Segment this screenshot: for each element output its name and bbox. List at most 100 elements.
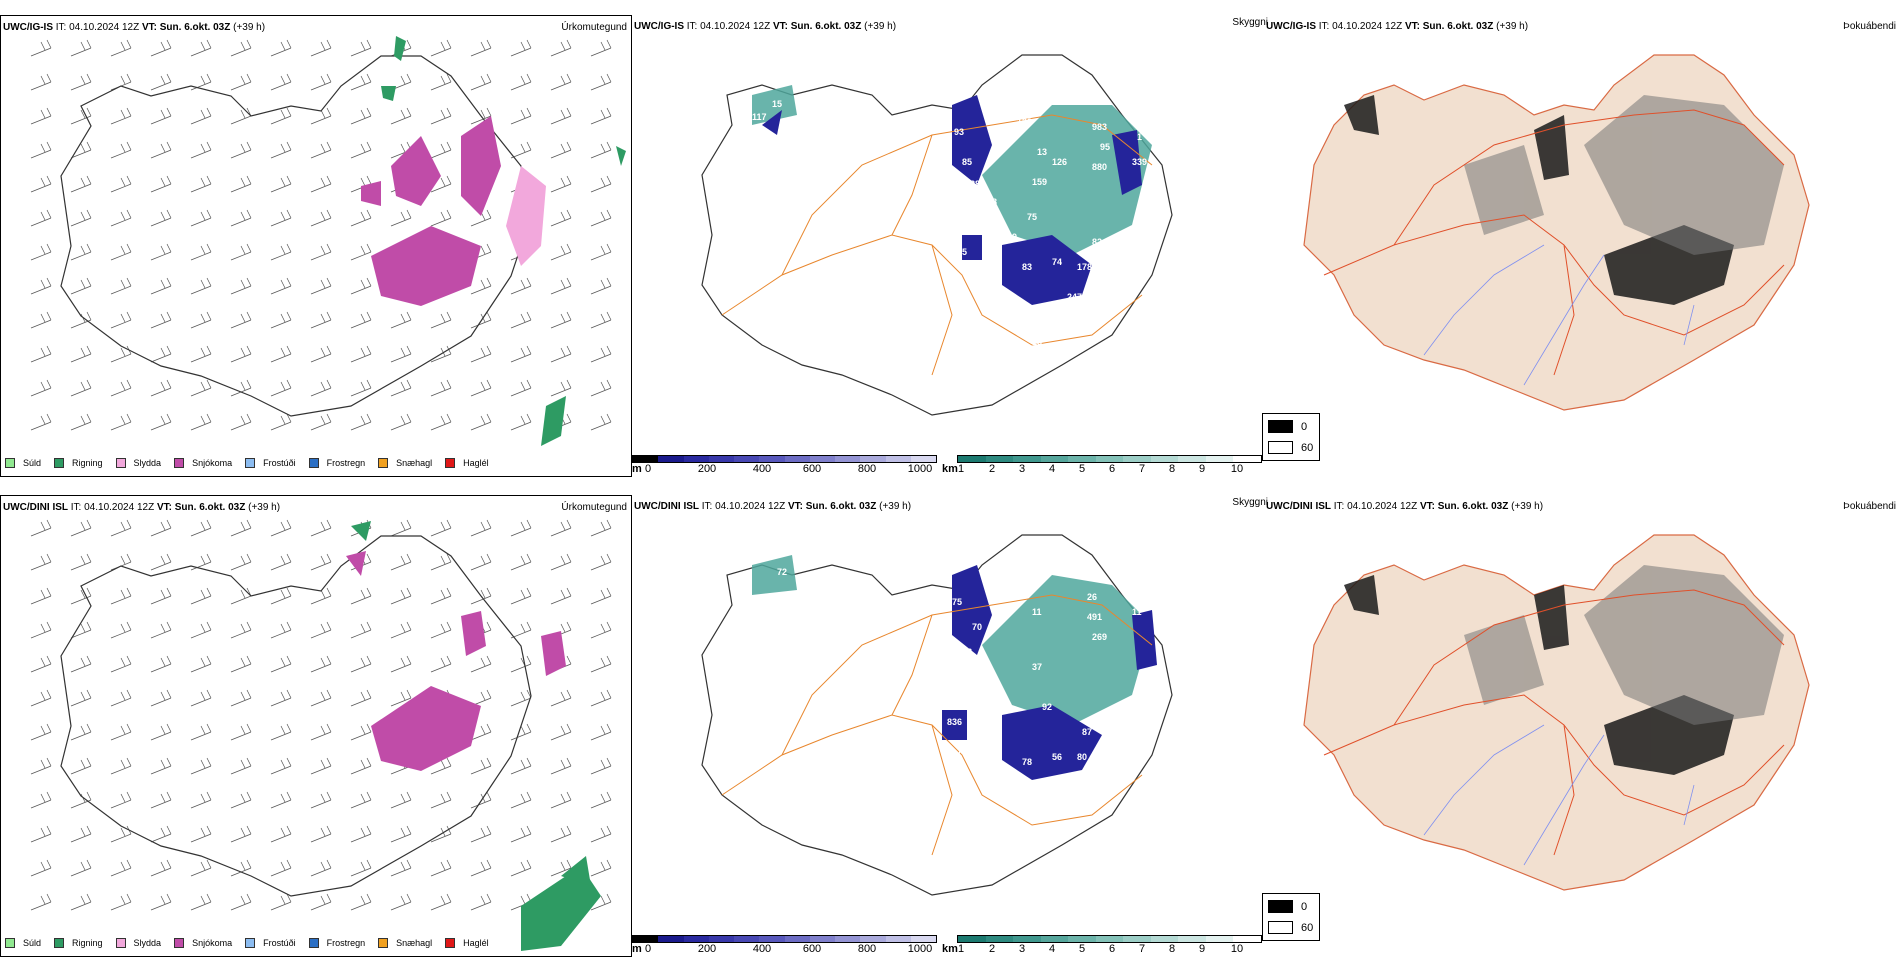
wind-barb: [190, 859, 212, 877]
wind-barb: [270, 175, 292, 193]
wind-barb: [510, 277, 532, 295]
tick-label: 6: [1108, 943, 1116, 955]
wind-barb: [310, 587, 332, 605]
legend-swatch: [308, 458, 319, 468]
wind-barb: [150, 757, 172, 775]
wind-barb: [150, 107, 172, 125]
wind-barb: [190, 39, 212, 57]
panel-title: Úrkomutegund: [561, 502, 627, 513]
tick-label: 10: [1230, 463, 1244, 475]
wind-barb: [30, 413, 52, 431]
wind-barb: [510, 107, 532, 125]
cloud-base-panel-ig: UWC/IG-IS IT: 04.10.2024 12Z VT: Sun. 6.…: [632, 15, 1268, 477]
wind-barb: [270, 791, 292, 809]
wind-barb: [550, 689, 572, 707]
tick-label: 8: [1168, 463, 1176, 475]
wind-barb: [230, 655, 252, 673]
wind-barb: [350, 825, 372, 843]
wind-barb: [550, 757, 572, 775]
wind-barb: [350, 107, 372, 125]
legend-swatch: [174, 458, 185, 468]
wind-barb: [430, 859, 452, 877]
legend-swatch: [378, 458, 389, 468]
wind-barb: [150, 723, 172, 741]
legend-item-freezing-drizzle: Frostúði: [245, 938, 296, 948]
cloud-base-value: 138: [1017, 117, 1032, 127]
wind-barb: [350, 723, 372, 741]
rivers: [1423, 244, 1695, 386]
wind-barb: [270, 73, 292, 91]
wind-barb: [390, 345, 412, 363]
wind-barb: [310, 209, 332, 227]
wind-barb: [190, 277, 212, 295]
wind-barb: [30, 621, 52, 639]
wind-barb: [150, 519, 172, 537]
cloud-base-value: 491: [1087, 612, 1102, 622]
wind-barb: [470, 825, 492, 843]
tick-label: 0: [644, 943, 652, 955]
cloud-base-value: 70: [972, 622, 982, 632]
wind-barb: [110, 519, 132, 537]
panel-header: UWC/DINI ISL IT: 04.10.2024 12Z VT: Sun.…: [1266, 501, 1544, 512]
wind-barb: [350, 311, 372, 329]
cloud-base-value: 13: [837, 752, 847, 762]
wind-barb: [510, 655, 532, 673]
wind-barb: [190, 825, 212, 843]
wind-barb: [230, 723, 252, 741]
wind-barb: [230, 39, 252, 57]
wind-barb: [110, 175, 132, 193]
roads: [721, 114, 1153, 376]
wind-barb: [590, 107, 612, 125]
legend-item-snow-pellets: Snæhagl: [378, 458, 432, 468]
rain-areas: [381, 36, 626, 446]
wind-barb: [230, 553, 252, 571]
wind-barb: [590, 243, 612, 261]
wind-barb: [70, 311, 92, 329]
wind-barb: [350, 379, 372, 397]
wind-barb: [350, 791, 372, 809]
wind-barb: [590, 621, 612, 639]
wind-barb: [150, 243, 172, 261]
wind-barb: [550, 345, 572, 363]
cloud-base-value: 82: [1092, 237, 1102, 247]
panel-header: UWC/DINI ISL IT: 04.10.2024 12Z VT: Sun.…: [3, 502, 281, 513]
wind-barb: [110, 243, 132, 261]
cloud-base-panel-dini: UWC/DINI ISL IT: 04.10.2024 12Z VT: Sun.…: [632, 495, 1268, 957]
cloud-base-value: 11: [1132, 607, 1142, 617]
wind-barb: [190, 243, 212, 261]
wind-barb: [510, 723, 532, 741]
wind-barb: [110, 587, 132, 605]
legend-swatch: [245, 938, 256, 948]
wind-barb: [230, 519, 252, 537]
wind-barb: [270, 243, 292, 261]
legend-item-sleet: Slydda: [115, 938, 161, 948]
precip-map: [30, 519, 612, 951]
wind-barb: [30, 553, 52, 571]
wind-barb: [390, 553, 412, 571]
panel-title: Þokuábendi: [1843, 501, 1896, 512]
wind-barb: [150, 345, 172, 363]
fog-legend-row: 0: [1268, 900, 1307, 913]
wind-barb: [390, 859, 412, 877]
wind-barb: [590, 73, 612, 91]
wind-barb: [150, 39, 172, 57]
cloud-base-value: 85: [957, 247, 967, 257]
cloud-base-value: 247: [1067, 292, 1082, 302]
cloud-base-value: 78: [1022, 757, 1032, 767]
wind-barb: [30, 519, 52, 537]
wind-barb: [110, 141, 132, 159]
wind-barb: [70, 345, 92, 363]
wind-barb: [270, 689, 292, 707]
wind-barb: [310, 39, 332, 57]
legend-swatch: [174, 938, 185, 948]
wind-barb: [350, 39, 372, 57]
wind-barb: [230, 825, 252, 843]
wind-barb: [270, 553, 292, 571]
wind-barb: [150, 893, 172, 911]
snow-areas: [361, 116, 501, 306]
wind-barb: [70, 243, 92, 261]
wind-barb: [390, 587, 412, 605]
tick-label: 600: [802, 943, 822, 955]
tick-label: 3: [1018, 463, 1026, 475]
panel-title: Skyggni: [1232, 497, 1268, 508]
